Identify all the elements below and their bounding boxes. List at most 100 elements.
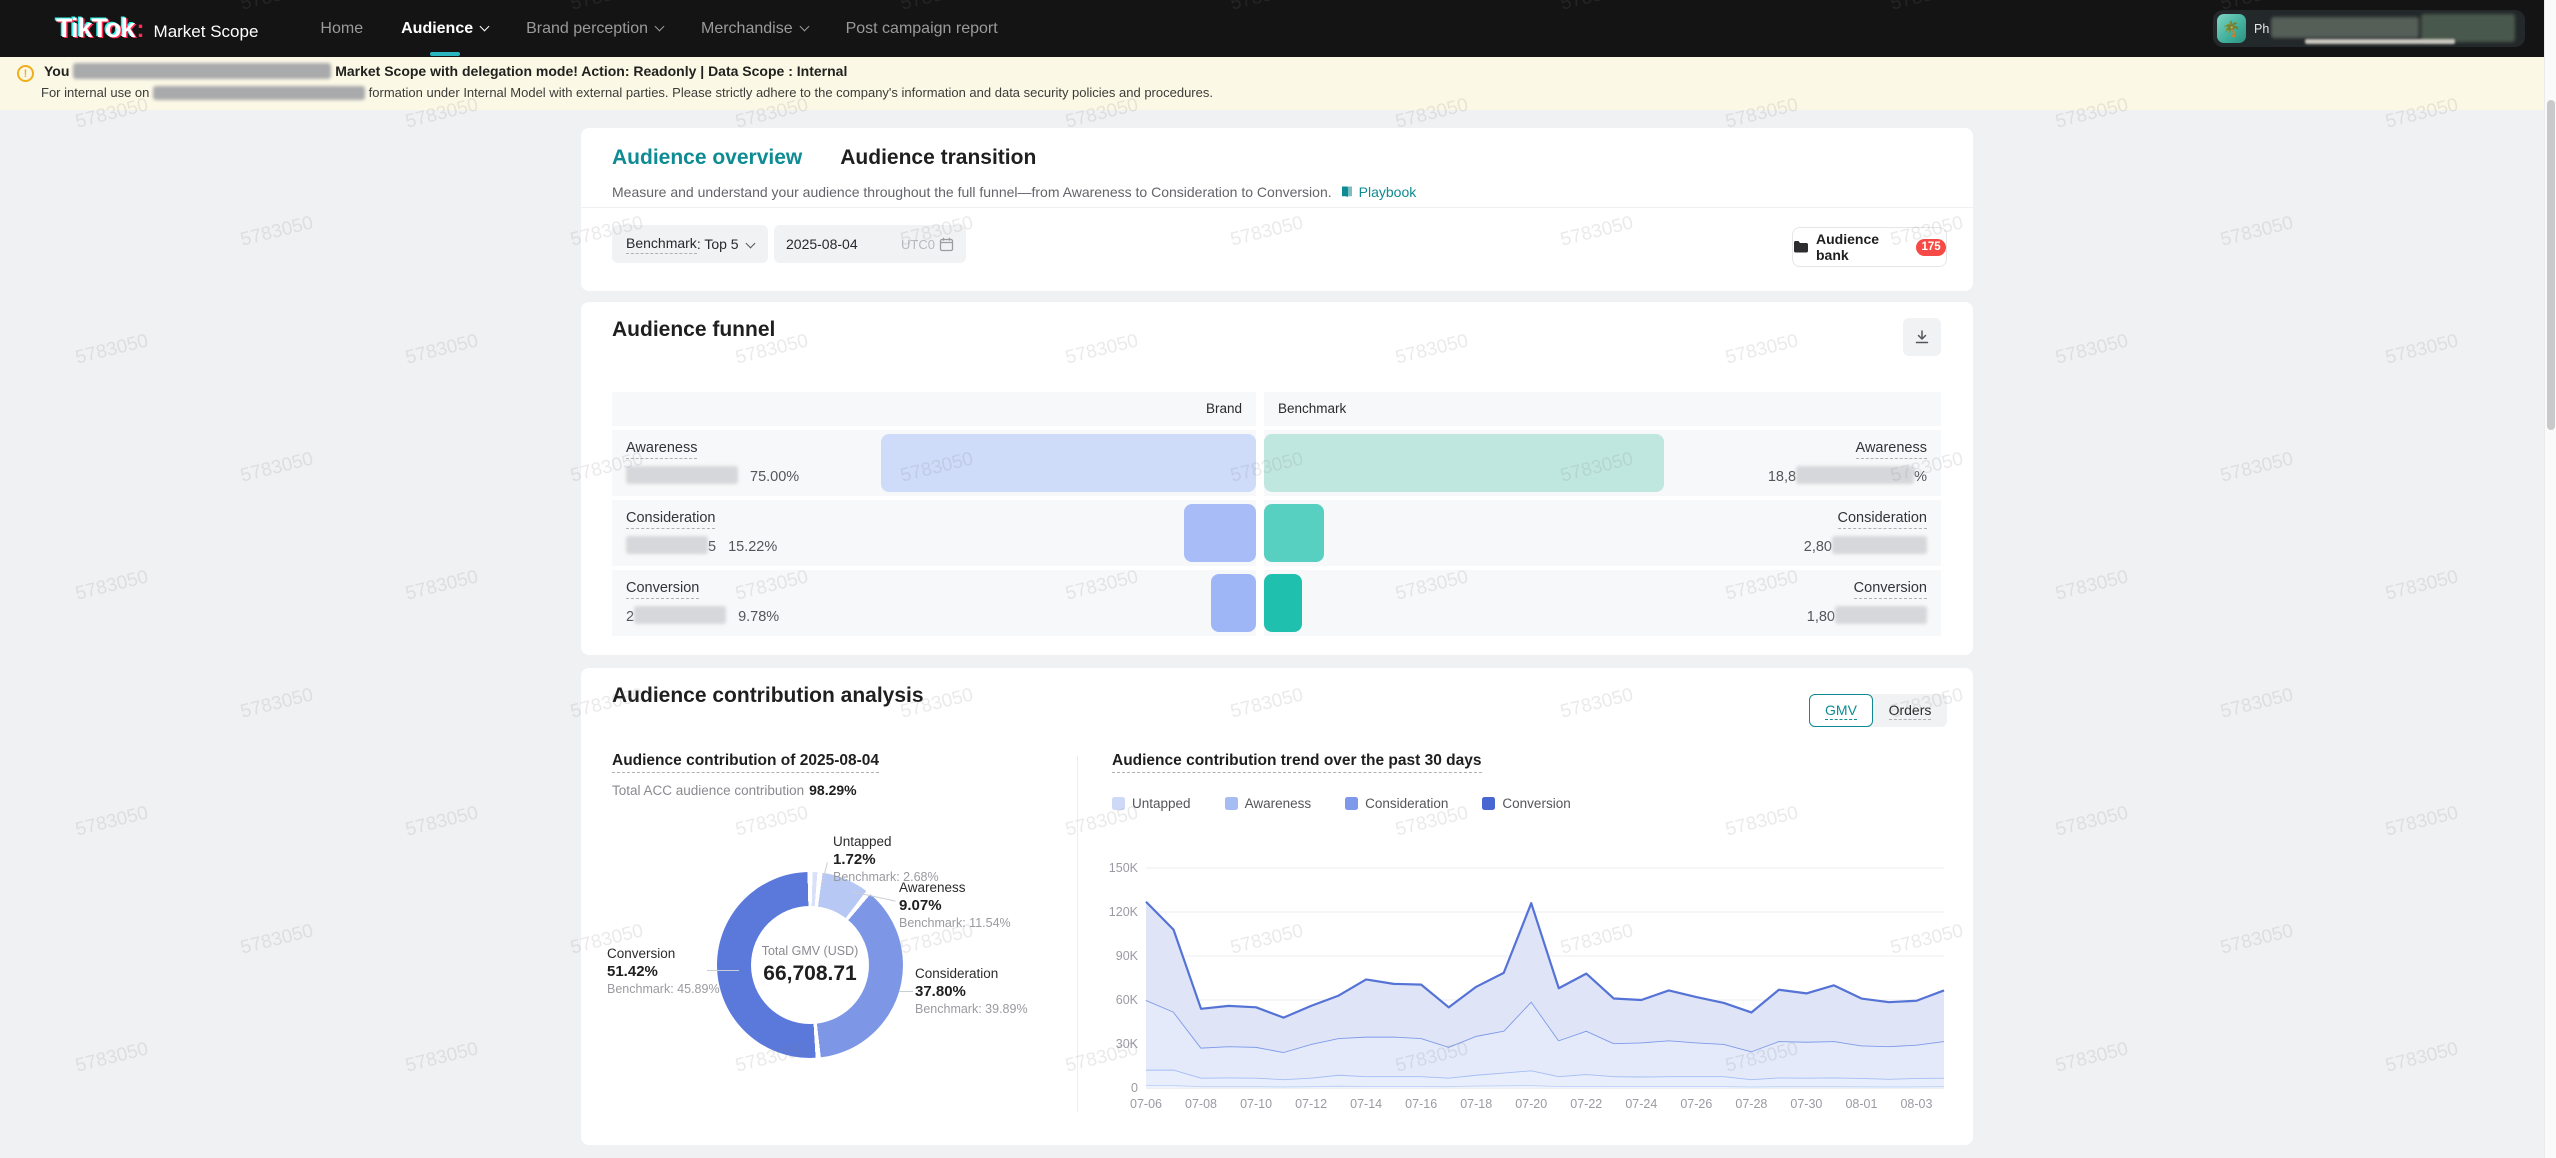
callout-conversion-benchmark: Benchmark: 45.89%: [607, 982, 720, 996]
tab-audience-transition[interactable]: Audience transition: [840, 146, 1037, 169]
value-fragment: %: [1914, 469, 1927, 485]
awareness-right-text: Awareness 18,8%: [1768, 439, 1927, 485]
awareness-left-text: Awareness 75.00%: [626, 439, 799, 485]
conversion-right-values: 1,80: [1807, 606, 1927, 625]
stage-label-conversion[interactable]: Conversion: [1853, 580, 1927, 599]
trend-section-title: Audience contribution trend over the pas…: [1112, 752, 1482, 773]
chevron-down-icon: [654, 21, 665, 32]
chevron-down-icon: [479, 21, 490, 32]
svg-text:07-28: 07-28: [1735, 1097, 1767, 1111]
svg-text:30K: 30K: [1116, 1037, 1139, 1051]
download-button[interactable]: [1903, 318, 1941, 356]
watermark-text: 5783050: [238, 920, 316, 959]
download-icon: [1914, 329, 1930, 345]
banner-line2-text: formation under Internal Model with exte…: [368, 85, 1213, 100]
svg-text:07-08: 07-08: [1185, 1097, 1217, 1111]
date-picker[interactable]: 2025-08-04 UTC0: [774, 225, 966, 263]
watermark-text: 5783050: [2383, 566, 2461, 605]
conversion-benchmark-bar: [1264, 574, 1302, 632]
funnel-header-brand: Brand: [612, 392, 1256, 426]
nav-item-merchandise[interactable]: Merchandise: [700, 0, 810, 57]
donut-center: Total GMV (USD) 66,708.71: [751, 906, 869, 1024]
page-tabs: Audience overview Audience transition: [612, 146, 1036, 170]
stage-label-awareness[interactable]: Awareness: [1855, 440, 1927, 459]
trend-area-chart: 0 30K 60K 90K 120K 150K 07-06 07-08 07-10 07-12 07…: [1100, 848, 1950, 1120]
nav-item-merchandise-label: Merchandise: [700, 19, 793, 37]
consideration-brand-bar: [1184, 504, 1256, 562]
redaction-blob: [1832, 536, 1927, 554]
warning-icon: !: [17, 65, 34, 82]
logo-colon: :: [136, 16, 145, 43]
stage-label-consideration[interactable]: Consideration: [1837, 510, 1927, 529]
user-account-pill[interactable]: 🌴 Ph: [2213, 10, 2525, 47]
nav-item-audience[interactable]: Audience: [401, 0, 490, 57]
nav-item-brand-perception[interactable]: Brand perception: [526, 0, 665, 57]
funnel-row-consideration-brand: Consideration 5 15.22%: [612, 500, 1256, 566]
playbook-link[interactable]: Playbook: [1340, 184, 1416, 200]
legend-item-awareness[interactable]: Awareness: [1224, 796, 1311, 811]
svg-text:07-12: 07-12: [1295, 1097, 1327, 1111]
legend-item-untapped[interactable]: Untapped: [1112, 796, 1191, 811]
donut-section-title: Audience contribution of 2025-08-04: [612, 752, 879, 773]
legend-item-conversion[interactable]: Conversion: [1482, 796, 1571, 811]
redaction-blob: [2421, 14, 2515, 42]
svg-text:07-20: 07-20: [1515, 1097, 1547, 1111]
audience-bank-label: Audience bank: [1816, 231, 1880, 263]
callout-consideration: Consideration 37.80% Benchmark: 39.89%: [915, 966, 1028, 1016]
divider: [1077, 756, 1078, 1112]
watermark-text: 5783050: [403, 330, 481, 369]
nav-menu: Home Audience Brand perception Merchandi…: [320, 0, 998, 57]
svg-text:08-03: 08-03: [1900, 1097, 1932, 1111]
legend-item-consideration[interactable]: Consideration: [1345, 796, 1448, 811]
column-header-brand: Brand: [1205, 401, 1242, 416]
redaction-blob: [2271, 17, 2419, 38]
callout-conversion: Conversion 51.42% Benchmark: 45.89%: [607, 946, 720, 996]
callout-connector: [707, 970, 739, 971]
value-fragment: 1,80: [1806, 609, 1835, 625]
watermark-text: 5783050: [2218, 684, 2296, 723]
svg-text:07-22: 07-22: [1570, 1097, 1602, 1111]
legend-label-consideration: Consideration: [1365, 796, 1449, 811]
chevron-down-icon: [745, 238, 756, 248]
benchmark-select[interactable]: Benchmark : Top 5: [612, 225, 768, 263]
funnel-row-awareness-brand: Awareness 75.00%: [612, 430, 1256, 496]
nav-item-home[interactable]: Home: [320, 0, 363, 57]
page-subtitle: Measure and understand your audience thr…: [612, 184, 1332, 200]
funnel-row-awareness-benchmark: Awareness 18,8%: [1264, 430, 1941, 496]
stage-label-consideration[interactable]: Consideration: [626, 510, 716, 529]
redaction-blob: [626, 466, 738, 484]
brand-logo[interactable]: TikTok : Market Scope: [56, 13, 258, 44]
tiktok-logo: TikTok: [56, 13, 136, 43]
donut-center-value: 66,708.71: [763, 962, 857, 985]
top-nav: TikTok : Market Scope Home Audience Bran…: [0, 0, 2556, 57]
toggle-gmv[interactable]: GMV: [1809, 694, 1873, 727]
stage-label-awareness[interactable]: Awareness: [626, 440, 698, 459]
banner-line2: For internal use on formation under Inte…: [41, 85, 1213, 100]
contribution-card: Audience contribution analysis GMV Order…: [581, 668, 1973, 1145]
value-fragment: 5: [708, 539, 717, 555]
watermark-text: 5783050: [238, 684, 316, 723]
svg-text:60K: 60K: [1116, 993, 1139, 1007]
conversion-left-text: Conversion 2 9.78%: [626, 579, 779, 625]
consideration-right-text: Consideration 2,80: [1804, 509, 1927, 555]
toggle-orders[interactable]: Orders: [1873, 694, 1947, 727]
nav-item-home-label: Home: [320, 19, 364, 37]
nav-item-post-campaign-report[interactable]: Post campaign report: [846, 0, 998, 57]
svg-text:07-06: 07-06: [1130, 1097, 1162, 1111]
tab-audience-overview[interactable]: Audience overview: [612, 146, 803, 169]
legend-swatch-conversion: [1482, 797, 1496, 810]
watermark-text: 5783050: [2218, 920, 2296, 959]
watermark-text: 5783050: [2053, 1038, 2131, 1077]
banner-line1-prefix: You: [44, 63, 70, 79]
scrollbar-thumb[interactable]: [2547, 100, 2555, 430]
awareness-percent: 75.00%: [750, 469, 800, 485]
stage-label-conversion[interactable]: Conversion: [626, 580, 700, 599]
audience-bank-button[interactable]: Audience bank 175: [1792, 227, 1947, 267]
subtitle-row: Measure and understand your audience thr…: [612, 184, 1416, 200]
audience-bank-count-badge: 175: [1916, 238, 1946, 256]
watermark-text: 5783050: [2053, 802, 2131, 841]
watermark-text: 5783050: [403, 566, 481, 605]
redaction-blob: [1796, 466, 1915, 484]
watermark-text: 5783050: [238, 212, 316, 251]
